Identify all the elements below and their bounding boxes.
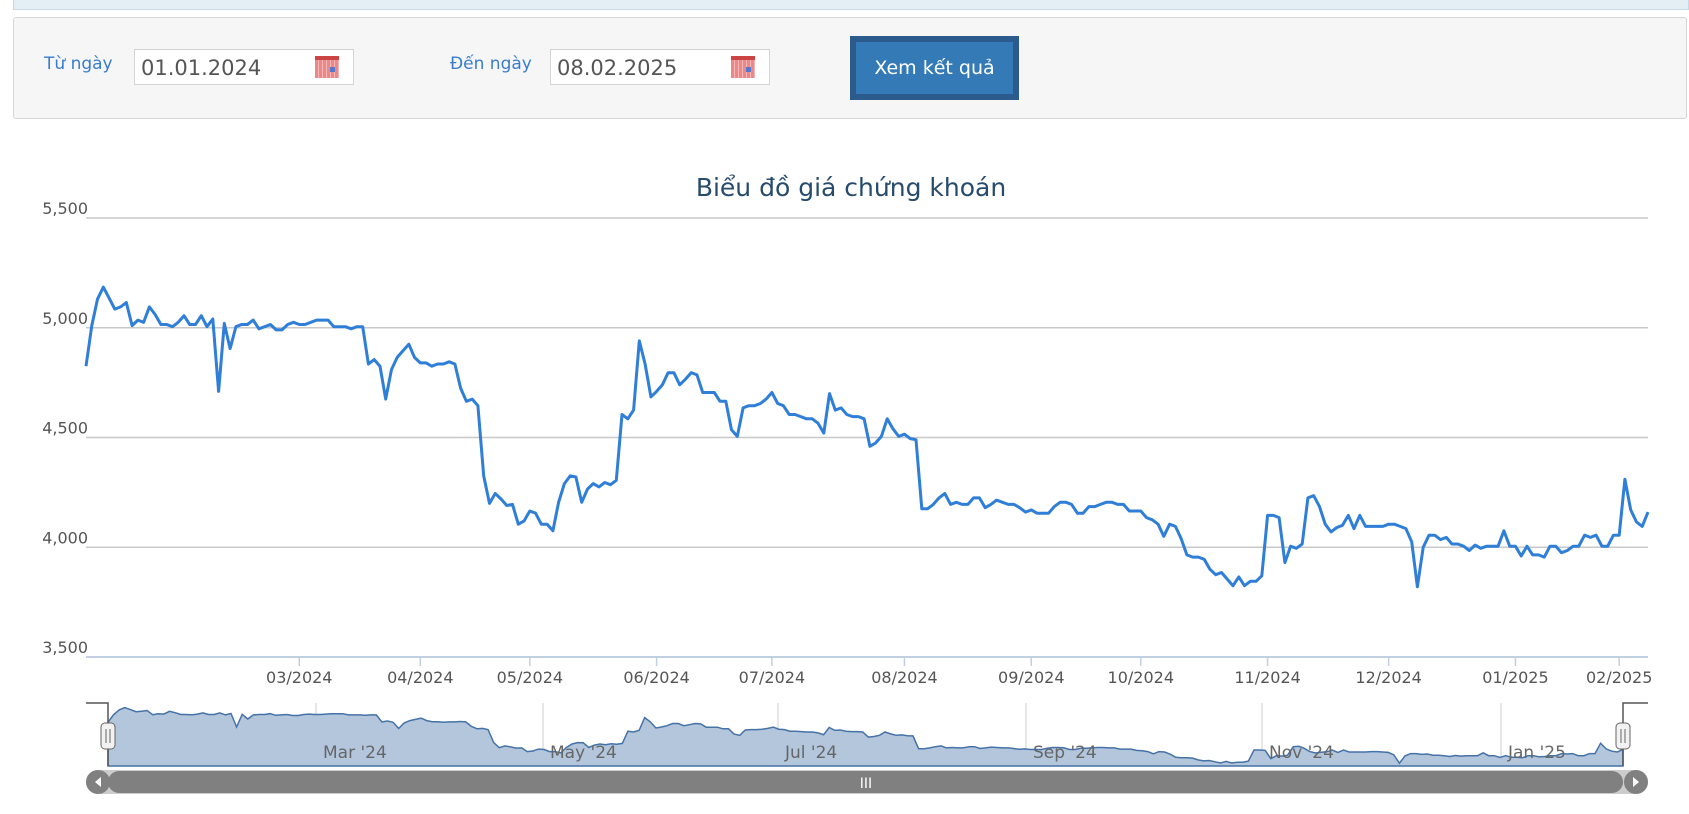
arrow-left-icon (95, 777, 101, 787)
to-date-value: 08.02.2025 (557, 56, 678, 80)
x-tick-label: 02/2025 (1586, 668, 1652, 687)
from-date-label: Từ ngày (44, 54, 113, 74)
navigator-right-handle[interactable] (1615, 722, 1631, 750)
x-tick-label: 09/2024 (998, 668, 1064, 687)
handle-body[interactable] (1615, 722, 1631, 750)
navigator-label: Mar '24 (323, 743, 387, 763)
submit-button-label: Xem kết quả (856, 42, 1013, 94)
x-tick-label: 11/2024 (1234, 668, 1300, 687)
x-tick-label: 12/2024 (1355, 668, 1421, 687)
x-tick-label: 08/2024 (871, 668, 937, 687)
handle-body[interactable] (100, 722, 116, 750)
y-tick-label: 4,000 (42, 528, 88, 547)
from-date-input[interactable]: 01.01.2024 (134, 49, 354, 85)
calendar-icon[interactable] (315, 56, 339, 78)
x-tick-label: 03/2024 (266, 668, 332, 687)
date-filter-panel: Từ ngày 01.01.2024 Đến ngày 08.02.2025 X… (13, 17, 1687, 119)
arrow-right-icon (1633, 777, 1639, 787)
to-date-input[interactable]: 08.02.2025 (550, 49, 770, 85)
y-tick-label: 5,500 (42, 199, 88, 218)
x-tick-label: 10/2024 (1108, 668, 1174, 687)
y-tick-label: 5,000 (42, 309, 88, 328)
submit-button[interactable]: Xem kết quả (850, 36, 1019, 100)
navigator-label: Jul '24 (784, 743, 837, 763)
x-tick-label: 07/2024 (739, 668, 805, 687)
y-tick-label: 3,500 (42, 638, 88, 657)
navigator-label: Sep '24 (1033, 743, 1097, 763)
navigator-left-handle[interactable] (100, 722, 116, 750)
to-date-label: Đến ngày (450, 54, 532, 74)
navigator-label: Jan '25 (1507, 743, 1566, 763)
x-tick-label: 04/2024 (387, 668, 453, 687)
x-tick-label: 06/2024 (623, 668, 689, 687)
navigator-series (107, 706, 1624, 767)
scrollbar-thumb[interactable] (108, 771, 1623, 793)
y-tick-label: 4,500 (42, 419, 88, 438)
scrollbar-grip-icon: III (860, 776, 872, 792)
x-tick-label: 01/2025 (1482, 668, 1548, 687)
chart-title: Biểu đồ giá chứng khoán (696, 173, 1006, 202)
from-date-value: 01.01.2024 (141, 56, 262, 80)
x-tick-label: 05/2024 (497, 668, 563, 687)
price-line (84, 285, 1650, 589)
navigator-label: Nov '24 (1269, 743, 1334, 763)
calendar-icon[interactable] (731, 56, 755, 78)
navigator-label: May '24 (550, 743, 617, 763)
